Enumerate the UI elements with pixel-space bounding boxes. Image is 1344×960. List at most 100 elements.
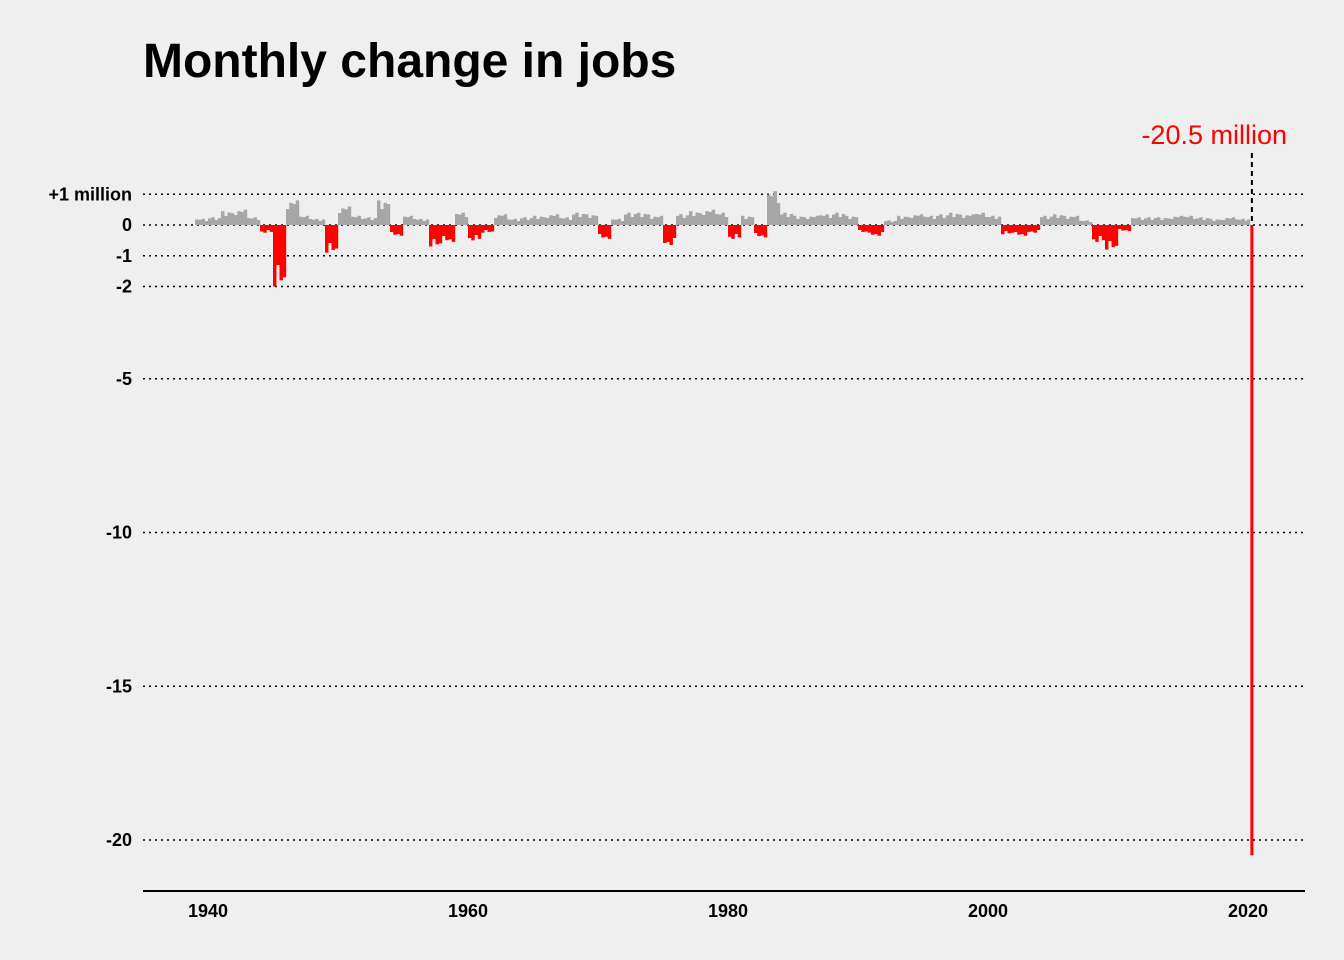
bar [432, 225, 436, 239]
bar [822, 215, 826, 225]
bar [448, 225, 452, 240]
bar [1150, 220, 1154, 225]
bar [299, 216, 303, 225]
bar [331, 225, 335, 250]
bar [1023, 225, 1028, 236]
x-tick-label: 2020 [1228, 901, 1268, 921]
bar [893, 220, 898, 225]
bar [1238, 219, 1242, 225]
bar [471, 225, 475, 241]
y-tick-label: -10 [106, 523, 132, 543]
y-axis-ticks: +1 million 0 -1 -2 -5 -10 -15 -20 [48, 184, 132, 850]
bar [783, 212, 787, 225]
bar [1004, 225, 1008, 231]
bar [815, 215, 820, 225]
bar [955, 213, 959, 225]
bar [367, 217, 371, 225]
bar [354, 217, 358, 225]
bar [302, 217, 306, 225]
bar [230, 213, 235, 225]
bar [292, 204, 296, 225]
bar [458, 214, 462, 225]
bar [994, 219, 998, 225]
bar [721, 212, 725, 225]
bar [763, 225, 768, 238]
bar [864, 225, 868, 232]
bar [325, 225, 329, 253]
bar [289, 202, 293, 225]
bar [549, 215, 553, 225]
bar [949, 212, 953, 225]
bar [906, 217, 911, 225]
bar [981, 212, 985, 225]
bar [1137, 217, 1141, 225]
bar [724, 217, 729, 225]
bar [1001, 225, 1005, 235]
bar [546, 218, 550, 225]
bar [952, 217, 956, 225]
bar [845, 215, 849, 225]
bar [568, 220, 573, 225]
bar [1010, 225, 1015, 233]
bar [1043, 215, 1047, 225]
bar [968, 215, 972, 225]
bar [344, 209, 348, 225]
y-tick-label: -5 [116, 369, 132, 389]
bar [770, 196, 774, 225]
bar [217, 218, 222, 225]
bar [867, 225, 872, 233]
bar [1069, 216, 1073, 225]
bar [393, 225, 397, 235]
bar [1179, 215, 1184, 225]
bar [890, 222, 894, 225]
bar [451, 225, 456, 242]
bar [958, 214, 963, 225]
bar [835, 212, 839, 225]
bar [601, 225, 605, 238]
bar [705, 211, 709, 225]
bar [260, 225, 264, 232]
bar [195, 219, 199, 225]
bar [588, 218, 592, 225]
bar [747, 216, 751, 225]
bar [929, 215, 933, 225]
bar [481, 225, 485, 233]
bar [377, 200, 381, 225]
bar [490, 225, 495, 232]
bar [685, 215, 690, 225]
bar [923, 216, 927, 225]
bar [663, 225, 667, 243]
bar [591, 215, 595, 225]
bar [575, 212, 579, 225]
bar [666, 225, 670, 242]
y-tick-label: -2 [116, 277, 132, 297]
bar [1046, 219, 1050, 225]
bar [1134, 218, 1138, 225]
bar [1085, 220, 1089, 225]
bar [1250, 225, 1254, 856]
bar [572, 214, 576, 225]
bar [802, 217, 807, 225]
bar [1202, 220, 1206, 225]
y-tick-label: -20 [106, 830, 132, 850]
bar [750, 217, 755, 225]
bar [416, 219, 420, 225]
bar [1114, 225, 1119, 246]
bar [555, 214, 560, 225]
bar [962, 218, 966, 225]
bar [851, 216, 855, 225]
bar [380, 209, 384, 225]
bar [932, 219, 937, 225]
bar [1231, 217, 1236, 225]
bar [887, 220, 891, 225]
bar [1147, 217, 1151, 225]
bar [1186, 217, 1190, 225]
bar [204, 221, 209, 225]
bar [234, 215, 238, 225]
bar [832, 214, 836, 225]
bar [273, 225, 277, 287]
bar [500, 215, 504, 225]
bar [477, 225, 482, 239]
chart-title: Monthly change in jobs [143, 35, 676, 88]
bar [796, 219, 800, 225]
